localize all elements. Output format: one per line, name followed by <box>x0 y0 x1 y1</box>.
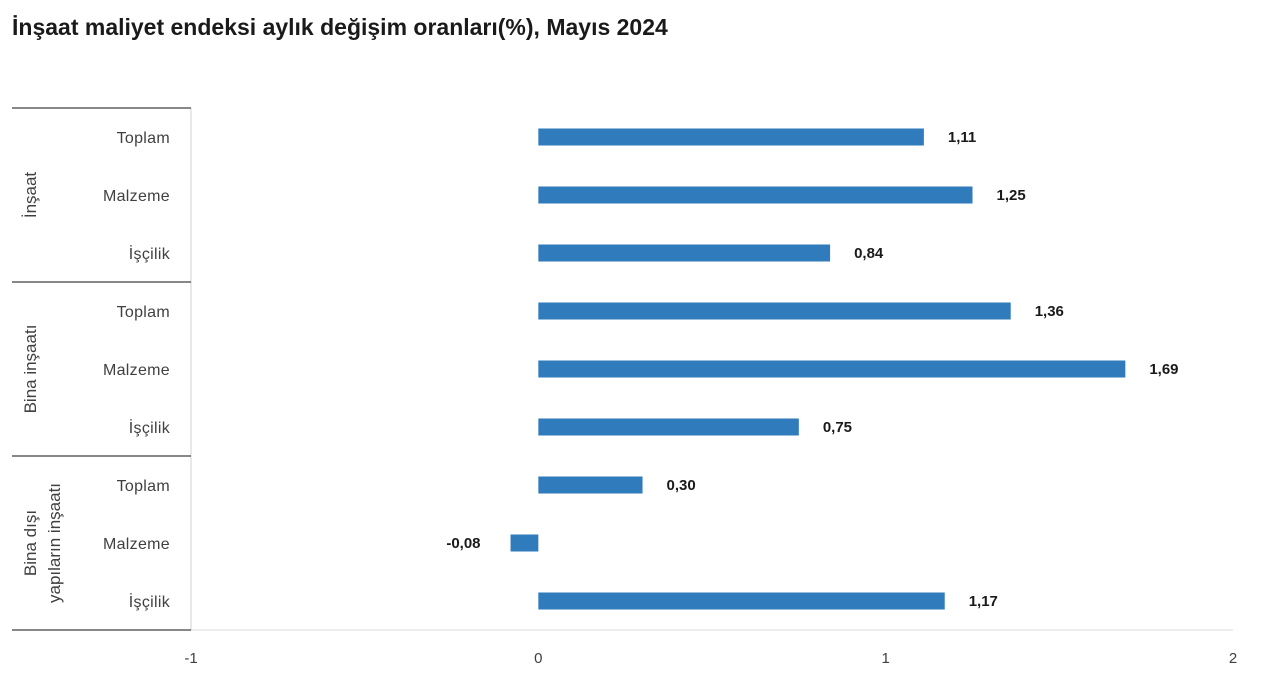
category-label: Malzeme <box>103 188 170 205</box>
data-label: 0,75 <box>823 419 852 436</box>
category-label: Malzeme <box>103 362 170 379</box>
bar[interactable] <box>538 244 831 262</box>
bar[interactable] <box>538 186 973 204</box>
data-label: 0,30 <box>667 477 696 494</box>
data-label: 0,84 <box>854 245 884 262</box>
group-label-line: Bina inşaatı <box>21 325 40 414</box>
category-label: İşçilik <box>129 244 171 263</box>
bar[interactable] <box>538 476 643 494</box>
category-label: İşçilik <box>129 592 171 611</box>
x-tick-label: 0 <box>534 650 542 667</box>
data-label: -0,08 <box>446 535 480 552</box>
bar[interactable] <box>538 128 924 146</box>
bar[interactable] <box>538 360 1126 378</box>
group-label-line: İnşaat <box>21 172 40 219</box>
group-label-line: yapıların inşaatı <box>45 483 64 603</box>
category-label: Toplam <box>117 304 170 321</box>
data-label: 1,69 <box>1149 361 1178 378</box>
data-label: 1,25 <box>997 187 1026 204</box>
bar[interactable] <box>538 592 945 610</box>
x-tick-label: -1 <box>184 650 197 667</box>
group-label-2: Bina inşaatı <box>21 325 40 414</box>
data-label: 1,11 <box>948 129 976 146</box>
group-label-line: Bina dışı <box>21 510 40 576</box>
category-label: İşçilik <box>129 418 171 437</box>
x-tick-label: 2 <box>1229 650 1237 667</box>
category-label: Toplam <box>117 130 170 147</box>
bar[interactable] <box>538 302 1011 320</box>
group-label-3: Bina dışı yapıların inşaatı <box>21 483 64 603</box>
x-tick-label: 1 <box>881 650 889 667</box>
chart-title: İnşaat maliyet endeksi aylık değişim ora… <box>12 14 668 40</box>
group-label-1: İnşaat <box>21 172 40 219</box>
category-label: Toplam <box>117 478 170 495</box>
data-label: 1,17 <box>969 593 998 610</box>
bar[interactable] <box>510 534 539 552</box>
bar[interactable] <box>538 418 799 436</box>
data-label: 1,36 <box>1035 303 1064 320</box>
category-label: Malzeme <box>103 536 170 553</box>
